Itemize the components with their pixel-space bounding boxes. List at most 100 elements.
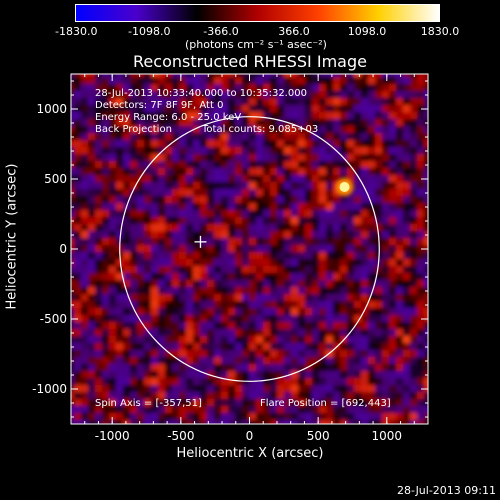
heatmap-cell bbox=[389, 245, 397, 253]
heatmap-cell bbox=[130, 203, 138, 211]
heatmap-cell bbox=[319, 133, 327, 141]
heatmap-cell bbox=[221, 119, 229, 127]
heatmap-cell bbox=[242, 399, 250, 407]
heatmap-cell bbox=[354, 189, 362, 197]
heatmap-cell bbox=[144, 287, 152, 295]
heatmap-cell bbox=[431, 336, 439, 344]
heatmap-cell bbox=[319, 74, 327, 78]
heatmap-cell bbox=[151, 224, 159, 232]
heatmap-cell bbox=[361, 119, 369, 127]
heatmap-cell bbox=[144, 252, 152, 260]
heatmap-cell bbox=[263, 294, 271, 302]
heatmap-cell bbox=[116, 420, 124, 424]
heatmap-cell bbox=[123, 399, 131, 407]
heatmap-cell bbox=[389, 392, 397, 400]
heatmap-cell bbox=[291, 168, 299, 176]
heatmap-cell bbox=[270, 294, 278, 302]
heatmap-cell bbox=[410, 406, 418, 414]
heatmap-cell bbox=[270, 420, 278, 424]
heatmap-cell bbox=[151, 329, 159, 337]
heatmap-cell bbox=[179, 147, 187, 155]
heatmap-cell bbox=[382, 91, 390, 99]
heatmap-cell bbox=[116, 350, 124, 358]
heatmap-cell bbox=[326, 231, 334, 239]
heatmap-cell bbox=[270, 140, 278, 148]
heatmap-cell bbox=[123, 371, 131, 379]
heatmap-cell bbox=[165, 259, 173, 267]
heatmap-cell bbox=[277, 154, 285, 162]
heatmap-cell bbox=[102, 322, 110, 330]
heatmap-cell bbox=[410, 231, 418, 239]
heatmap-cell bbox=[221, 189, 229, 197]
heatmap-cell bbox=[368, 371, 376, 379]
heatmap-cell bbox=[144, 231, 152, 239]
heatmap-cell bbox=[137, 294, 145, 302]
heatmap-cell bbox=[116, 385, 124, 393]
heatmap-cell bbox=[333, 84, 341, 92]
heatmap-cell bbox=[242, 322, 250, 330]
heatmap-cell bbox=[403, 392, 411, 400]
heatmap-cell bbox=[81, 371, 89, 379]
heatmap-cell bbox=[186, 203, 194, 211]
heatmap-cell bbox=[291, 336, 299, 344]
heatmap-cell bbox=[305, 196, 313, 204]
heatmap-cell bbox=[326, 74, 334, 78]
heatmap-cell bbox=[74, 294, 82, 302]
heatmap-cell bbox=[277, 189, 285, 197]
heatmap-cell bbox=[354, 329, 362, 337]
heatmap-cell bbox=[116, 364, 124, 372]
heatmap-cell bbox=[235, 287, 243, 295]
heatmap-cell bbox=[277, 252, 285, 260]
heatmap-cell bbox=[298, 259, 306, 267]
heatmap-cell bbox=[382, 77, 390, 85]
heatmap-cell bbox=[228, 322, 236, 330]
heatmap-cell bbox=[151, 343, 159, 351]
heatmap-cell bbox=[123, 364, 131, 372]
heatmap-cell bbox=[172, 147, 180, 155]
heatmap-cell bbox=[109, 301, 117, 309]
heatmap-cell bbox=[256, 98, 264, 106]
heatmap-cell bbox=[396, 329, 404, 337]
heatmap-cell bbox=[123, 357, 131, 365]
heatmap-cell bbox=[144, 406, 152, 414]
heatmap-cell bbox=[165, 280, 173, 288]
heatmap-cell bbox=[151, 413, 159, 421]
heatmap-cell bbox=[144, 74, 152, 78]
heatmap-cell bbox=[270, 224, 278, 232]
heatmap-cell bbox=[431, 168, 439, 176]
heatmap-cell bbox=[263, 154, 271, 162]
heatmap-cell bbox=[403, 266, 411, 274]
heatmap-cell bbox=[410, 168, 418, 176]
heatmap-cell bbox=[123, 210, 131, 218]
heatmap-cell bbox=[256, 140, 264, 148]
heatmap-cell bbox=[291, 343, 299, 351]
heatmap-cell bbox=[221, 294, 229, 302]
heatmap-cell bbox=[137, 280, 145, 288]
heatmap-cell bbox=[235, 266, 243, 274]
heatmap-cell bbox=[228, 133, 236, 141]
heatmap-cell bbox=[277, 77, 285, 85]
heatmap-cell bbox=[256, 329, 264, 337]
heatmap-cell bbox=[109, 161, 117, 169]
heatmap-cell bbox=[291, 182, 299, 190]
heatmap-cell bbox=[193, 273, 201, 281]
heatmap-cell bbox=[179, 112, 187, 120]
heatmap-cell bbox=[200, 273, 208, 281]
heatmap-cell bbox=[179, 98, 187, 106]
heatmap-cell bbox=[291, 273, 299, 281]
heatmap-cell bbox=[95, 224, 103, 232]
heatmap-cell bbox=[200, 343, 208, 351]
heatmap-cell bbox=[284, 196, 292, 204]
heatmap-cell bbox=[298, 161, 306, 169]
heatmap-cell bbox=[116, 329, 124, 337]
heatmap-cell bbox=[361, 259, 369, 267]
heatmap-cell bbox=[270, 168, 278, 176]
heatmap-cell bbox=[137, 154, 145, 162]
x-tick-label: 500 bbox=[307, 429, 330, 443]
heatmap-cell bbox=[165, 357, 173, 365]
heatmap-cell bbox=[207, 84, 215, 92]
heatmap-cell bbox=[312, 196, 320, 204]
heatmap-cell bbox=[403, 413, 411, 421]
heatmap-cell bbox=[123, 280, 131, 288]
heatmap-cell bbox=[214, 336, 222, 344]
